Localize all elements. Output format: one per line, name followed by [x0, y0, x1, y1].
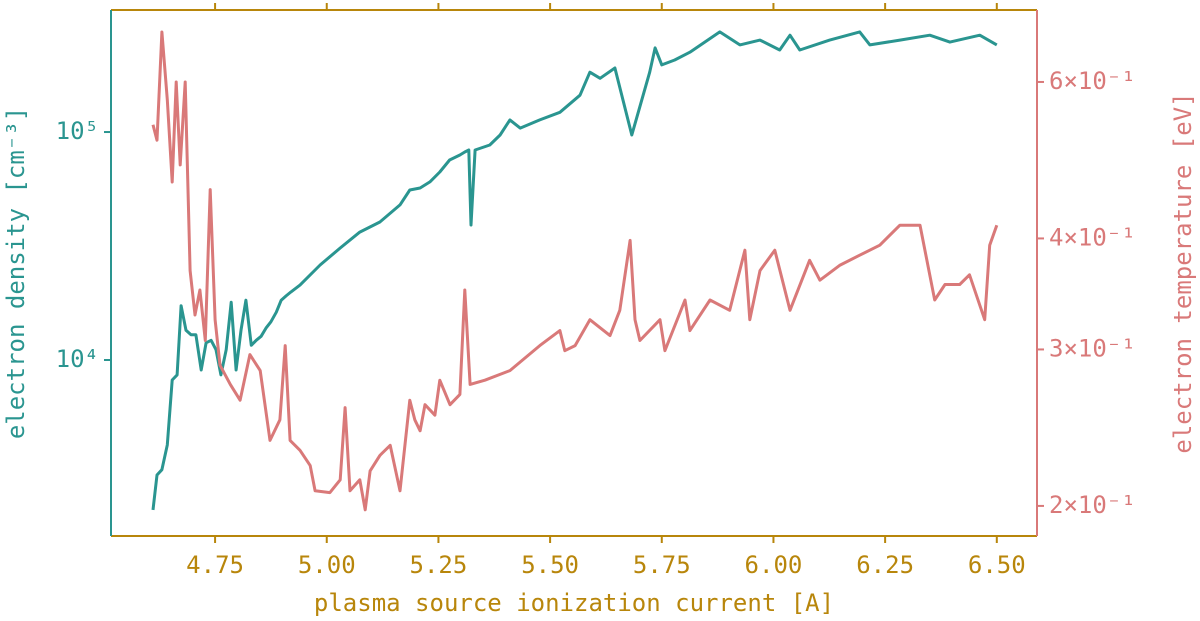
x-tick-label: 6.25: [856, 551, 914, 579]
x-tick-label: 5.50: [521, 551, 579, 579]
x-tick-label: 4.75: [186, 551, 244, 579]
y-tick-label: 10⁵: [56, 117, 99, 145]
x-tick-label: 5.25: [410, 551, 468, 579]
x-tick-label: 5.75: [633, 551, 691, 579]
x-tick-label: 5.00: [298, 551, 356, 579]
y2-tick-label: 3×10⁻¹: [1049, 334, 1136, 362]
data-line: [151, 30, 998, 511]
x-tick-label: 6.00: [745, 551, 803, 579]
data-line: [151, 30, 999, 512]
y2-axis-label: electron temperature [eV]: [1169, 92, 1197, 453]
y2-tick-label: 4×10⁻¹: [1049, 223, 1136, 251]
y2-tick-label: 6×10⁻¹: [1049, 67, 1136, 95]
x-axis-label: plasma source ionization current [A]: [314, 589, 834, 617]
y-tick-label: 10⁴: [56, 345, 99, 373]
x-tick-label: 6.50: [968, 551, 1026, 579]
y-axis-label: electron density [cm⁻³]: [2, 107, 30, 439]
y2-tick-label: 2×10⁻¹: [1049, 491, 1136, 519]
